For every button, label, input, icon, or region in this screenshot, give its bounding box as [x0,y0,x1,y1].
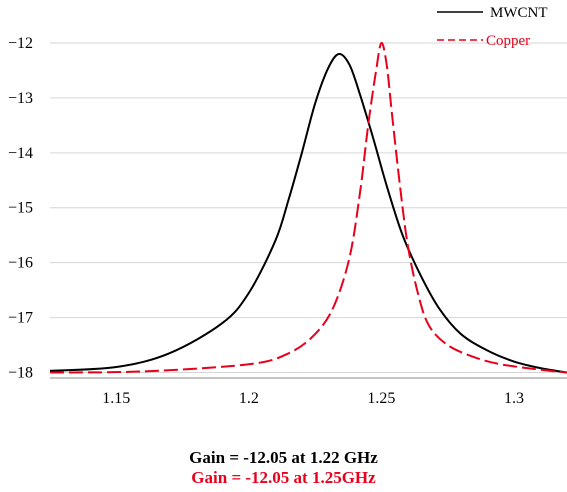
y-tick-label: −17 [8,310,33,327]
caption-copper: Gain = -12.05 at 1.25GHz [191,468,376,487]
series-line-copper [49,41,567,374]
x-tick-label: 1.2 [239,390,259,407]
y-tick-label: −13 [8,90,33,107]
grid-lines [50,42,567,374]
legend-label-copper: Copper [486,33,530,49]
y-tick-labels: −12 −13 −14 −15 −16 −17 −18 [8,35,33,382]
x-tick-label: 1.15 [102,390,130,407]
x-tick-labels: 1.15 1.2 1.25 1.3 [102,390,524,407]
legend: MWCNT Copper [437,5,548,49]
caption-mwcnt: Gain = -12.05 at 1.22 GHz [189,448,378,467]
x-tick-label: 1.3 [504,390,524,407]
y-tick-label: −14 [8,145,33,162]
legend-label-mwcnt: MWCNT [490,5,548,21]
y-tick-label: −15 [8,200,33,217]
gain-chart: −12 −13 −14 −15 −16 −17 −18 1.15 1.2 1.25 1.3 MWC… [8,5,567,407]
series-line-mwcnt [49,52,567,374]
series-layer [49,41,567,374]
y-tick-label: −12 [8,35,33,52]
y-tick-label: −18 [8,365,33,382]
x-tick-label: 1.25 [367,390,395,407]
y-tick-label: −16 [8,255,33,272]
